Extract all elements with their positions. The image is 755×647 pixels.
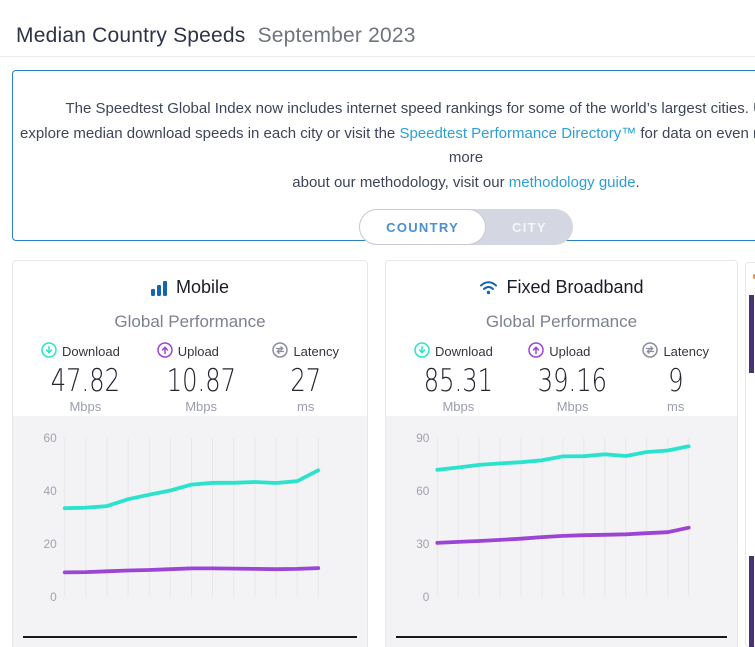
mobile-latency-unit: ms [297, 399, 315, 414]
banner-line1: The Speedtest Global Index now includes … [65, 100, 755, 117]
svg-text:0: 0 [423, 590, 430, 604]
page-title-main: Median Country Speeds [16, 24, 246, 47]
mobile-signal-bars-icon [150, 280, 168, 296]
fixed-latency-stat: Latency 9 ms [642, 342, 709, 414]
performance-cards-row: Mobile Global Performance Download 47.82… [12, 260, 738, 647]
upload-arrow-icon [528, 342, 544, 361]
mobile-card: Mobile Global Performance Download 47.82… [12, 260, 368, 647]
fixed-upload-stat: Upload 39.16 Mbps [528, 342, 617, 414]
page-header: Median Country Speeds September 2023 [0, 0, 755, 57]
fixed-card-divider [396, 636, 727, 638]
mobile-upload-stat: Upload 10.87 Mbps [156, 342, 246, 414]
performance-directory-link[interactable]: Speedtest Performance Directory™ [399, 124, 637, 142]
mobile-card-title-text: Mobile [175, 277, 230, 297]
banner-line3-pre: about our methodology, visit our [292, 173, 509, 191]
fixed-card-title: Fixed Broadband [386, 277, 737, 298]
svg-text:20: 20 [43, 537, 57, 551]
mobile-card-divider [23, 636, 357, 638]
banner-line3-post: . [635, 173, 640, 191]
mobile-global-performance-label: Global Performance [114, 312, 266, 331]
mobile-upload-unit: Mbps [185, 399, 217, 414]
toggle-city-button[interactable]: CITY [486, 209, 573, 245]
fixed-global-performance-label: Global Performance [485, 312, 638, 331]
mobile-chart-section: 0 20 40 60 [13, 416, 367, 647]
fixed-stats-row: Download 85.31 Mbps Upload 39.16 Mbps [386, 332, 737, 414]
svg-text:0: 0 [50, 590, 57, 604]
mobile-card-title: Mobile [13, 277, 367, 298]
fixed-chart-section: 0 30 60 90 [386, 416, 737, 647]
fixed-download-stat: Download 85.31 Mbps [414, 342, 503, 414]
partial-card-purple-fragment-top [749, 295, 754, 373]
mobile-trend-chart: 0 20 40 60 [13, 416, 367, 616]
fixed-card-top: Fixed Broadband Global Performance Downl… [386, 261, 737, 416]
fixed-card-title-text: Fixed Broadband [506, 277, 644, 297]
latency-arrows-icon [272, 342, 289, 361]
banner-text: The Speedtest Global Index now includes … [13, 97, 755, 195]
mobile-download-value: 47.82 [50, 363, 120, 399]
page-title: Median Country Speeds September 2023 [16, 24, 739, 48]
global-index-banner: The Speedtest Global Index now includes … [12, 70, 755, 245]
svg-text:90: 90 [416, 431, 430, 445]
svg-text:40: 40 [43, 484, 57, 498]
mobile-stats-row: Download 47.82 Mbps Upload 10.87 Mbps [13, 332, 367, 414]
download-arrow-icon [41, 342, 57, 361]
mobile-download-stat: Download 47.82 Mbps [41, 342, 130, 414]
mobile-card-top: Mobile Global Performance Download 47.82… [13, 261, 367, 416]
mobile-latency-stat: Latency 27 ms [272, 342, 339, 414]
mobile-latency-value: 27 [290, 363, 322, 399]
fixed-upload-value: 39.16 [537, 363, 608, 399]
partial-card-purple-fragment-bottom [749, 556, 754, 647]
fixed-upload-unit: Mbps [556, 399, 589, 414]
banner-line2-post: for data on even more locations. To lear… [448, 124, 755, 167]
fixed-latency-value: 9 [668, 363, 684, 399]
fixed-upload-label: Upload [549, 344, 591, 359]
svg-text:60: 60 [416, 484, 430, 498]
upload-arrow-icon [156, 342, 173, 361]
svg-text:60: 60 [43, 431, 57, 445]
wifi-icon [479, 280, 498, 295]
fixed-latency-label: Latency [663, 344, 709, 359]
fixed-download-unit: Mbps [442, 399, 475, 414]
page-title-date: September 2023 [257, 24, 416, 47]
fixed-broadband-card: Fixed Broadband Global Performance Downl… [385, 260, 738, 647]
fixed-download-label: Download [435, 344, 493, 359]
download-arrow-icon [414, 342, 430, 361]
latency-arrows-icon [642, 342, 659, 361]
fixed-latency-unit: ms [667, 399, 685, 414]
mobile-latency-label: Latency [293, 344, 339, 359]
toggle-country-button[interactable]: COUNTRY [359, 209, 487, 245]
country-city-toggle: COUNTRY CITY [359, 209, 573, 245]
partial-card-orange-fragment [753, 274, 755, 279]
mobile-upload-value: 10.87 [166, 363, 236, 399]
mobile-download-label: Download [62, 344, 120, 359]
mobile-download-unit: Mbps [69, 399, 102, 414]
mobile-upload-label: Upload [177, 344, 219, 359]
svg-text:30: 30 [416, 537, 430, 551]
fixed-trend-chart: 0 30 60 90 [386, 416, 737, 616]
methodology-guide-link[interactable]: methodology guide [508, 173, 636, 191]
banner-line2-pre: explore median download speeds in each c… [20, 124, 400, 142]
fixed-download-value: 85.31 [423, 363, 493, 399]
